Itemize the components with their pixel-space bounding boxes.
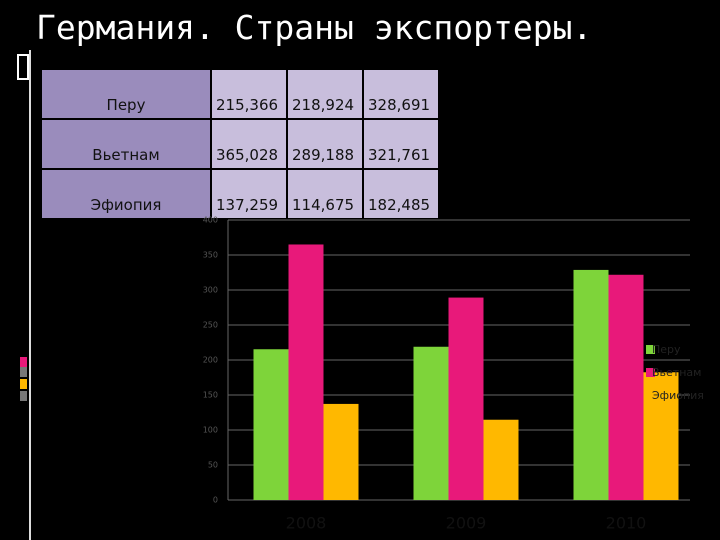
decor-square (20, 357, 27, 367)
table-cell: 328,691 (362, 68, 440, 120)
bar (323, 403, 359, 500)
x-tick-label: 2008 (286, 514, 327, 533)
decor-square (20, 367, 27, 377)
bar (483, 419, 519, 500)
decor-square (20, 379, 27, 389)
table-cell: 137,259 (210, 168, 288, 220)
bar (253, 349, 289, 500)
y-tick-label: 50 (208, 461, 218, 470)
table-cell: 215,366 (210, 68, 288, 120)
y-tick-label: 350 (203, 251, 218, 260)
y-tick-label: 300 (203, 286, 218, 295)
data-table: Перу 215,366 218,924 328,691 Вьетнам 365,028 2… (40, 68, 440, 220)
legend-swatch (646, 391, 655, 400)
table-row: Перу 215,366 218,924 328,691 (40, 68, 440, 120)
bar (608, 274, 644, 500)
bar (413, 346, 449, 500)
y-tick-label: 200 (203, 356, 218, 365)
row-header: Вьетнам (40, 118, 212, 170)
y-tick-label: 100 (203, 426, 218, 435)
x-tick-label: 2009 (446, 514, 487, 533)
table-cell: 365,028 (210, 118, 288, 170)
slide-title: Германия. Страны экспортеры. (36, 8, 593, 47)
x-tick-label: 2010 (606, 514, 647, 533)
legend-swatch (646, 345, 655, 354)
row-header: Перу (40, 68, 212, 120)
y-tick-label: 250 (203, 321, 218, 330)
bar (573, 269, 609, 500)
row-header: Эфиопия (40, 168, 212, 220)
table-cell: 218,924 (286, 68, 364, 120)
decor-block (17, 54, 29, 80)
table-cell: 182,485 (362, 168, 440, 220)
y-tick-label: 400 (203, 216, 218, 225)
legend-label: Вьетнам (652, 366, 701, 379)
y-tick-label: 150 (203, 391, 218, 400)
legend-label: Эфиопия (652, 389, 704, 402)
bar (448, 297, 484, 500)
y-tick-label: 0 (213, 496, 218, 505)
table-cell: 114,675 (286, 168, 364, 220)
table-cell: 321,761 (362, 118, 440, 170)
table-row: Эфиопия 137,259 114,675 182,485 (40, 168, 440, 220)
bar (288, 244, 324, 500)
decor-square (20, 391, 27, 401)
table-cell: 289,188 (286, 118, 364, 170)
table-row: Вьетнам 365,028 289,188 321,761 (40, 118, 440, 170)
legend-label: Перу (652, 343, 681, 356)
legend-swatch (646, 368, 655, 377)
